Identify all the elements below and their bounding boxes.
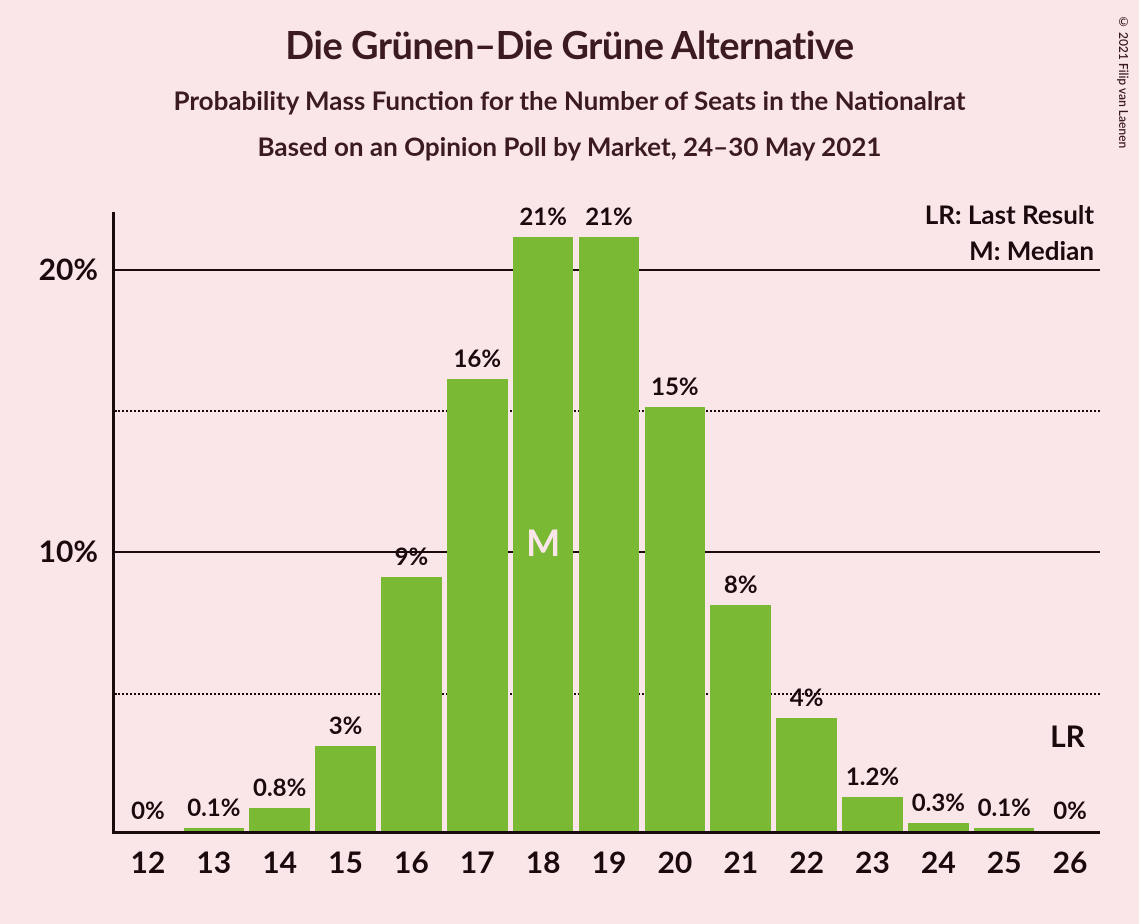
bar-value-label: 0.3%	[912, 788, 965, 817]
bar: 3%	[315, 746, 376, 831]
bar: 1.2%	[842, 797, 903, 831]
bar-value-label: 0.1%	[978, 793, 1031, 822]
bar: 0.8%	[249, 808, 310, 831]
bar-value-label: 15%	[651, 372, 699, 401]
bar-value-label: 1.2%	[846, 762, 899, 791]
bar-value-label: 16%	[453, 344, 501, 373]
x-axis-tick-label: 14	[262, 844, 297, 880]
x-axis-tick-label: 19	[592, 844, 627, 880]
legend-m: M: Median	[969, 234, 1094, 266]
x-axis-tick-label: 15	[328, 844, 363, 880]
copyright-text: © 2021 Filip van Laenen	[1116, 14, 1131, 148]
title-block: Die Grünen–Die Grüne Alternative Probabi…	[0, 0, 1139, 162]
bar-value-label: 0%	[1053, 796, 1087, 825]
bar: 9%	[381, 577, 442, 831]
median-marker: M	[526, 520, 560, 564]
bar: 21%	[579, 237, 640, 831]
x-axis-tick-label: 26	[1053, 844, 1088, 880]
bar-value-label: 21%	[585, 202, 633, 231]
x-axis-tick-label: 12	[131, 844, 166, 880]
x-axis-tick-label: 18	[526, 844, 561, 880]
last-result-marker: LR	[1050, 718, 1085, 754]
bar-value-label: 4%	[790, 683, 824, 712]
plot-area: LR: Last Result M: Median 10%20%0%120.1%…	[112, 212, 1100, 834]
bar-value-label: 0.1%	[187, 793, 240, 822]
x-axis-tick-label: 22	[789, 844, 824, 880]
bar: 4%	[776, 718, 837, 831]
x-axis-tick-label: 16	[394, 844, 429, 880]
x-axis-tick-label: 21	[723, 844, 758, 880]
x-axis-tick-label: 20	[657, 844, 692, 880]
bar: 21%M	[513, 237, 574, 831]
bar: 15%	[645, 407, 706, 831]
x-axis-tick-label: 25	[987, 844, 1022, 880]
chart-subtitle-1: Probability Mass Function for the Number…	[0, 84, 1139, 116]
x-axis-tick-label: 13	[196, 844, 231, 880]
bar: 16%	[447, 379, 508, 831]
bar: 0.1%	[184, 828, 245, 831]
bar: 8%	[710, 605, 771, 831]
bar: 0.1%	[974, 828, 1035, 831]
chart: LR: Last Result M: Median 10%20%0%120.1%…	[112, 212, 1100, 834]
bar-value-label: 21%	[519, 202, 567, 231]
x-axis-tick-label: 17	[460, 844, 495, 880]
x-axis-tick-label: 23	[855, 844, 890, 880]
y-axis-tick-label: 20%	[39, 251, 98, 287]
chart-subtitle-2: Based on an Opinion Poll by Market, 24–3…	[0, 130, 1139, 162]
bar-value-label: 9%	[395, 542, 429, 571]
bar-value-label: 8%	[724, 570, 758, 599]
bar-value-label: 0%	[131, 796, 165, 825]
bar-value-label: 0.8%	[253, 773, 306, 802]
x-axis-tick-label: 24	[921, 844, 956, 880]
legend-lr: LR: Last Result	[925, 198, 1094, 230]
chart-title: Die Grünen–Die Grüne Alternative	[0, 22, 1139, 68]
bar: 0.3%	[908, 823, 969, 831]
bar-value-label: 3%	[329, 711, 363, 740]
y-axis-tick-label: 10%	[39, 533, 98, 569]
